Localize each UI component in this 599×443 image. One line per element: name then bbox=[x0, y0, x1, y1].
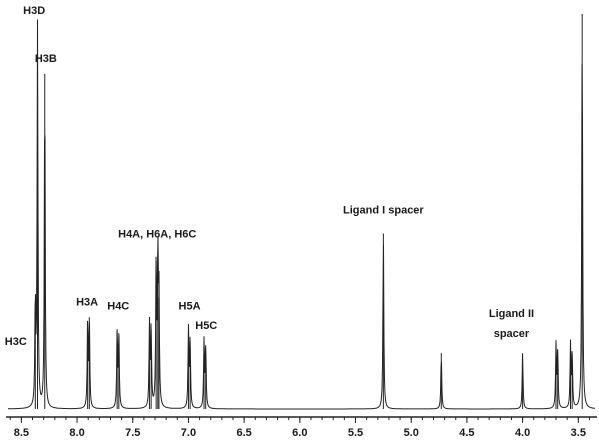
peak-annotation: spacer bbox=[494, 328, 530, 340]
peak-annotation: H5A bbox=[179, 300, 201, 312]
x-tick-label: 3.5 bbox=[571, 427, 586, 439]
x-tick-label: 7.5 bbox=[125, 427, 140, 439]
peak-annotation: Ligand I spacer bbox=[343, 204, 424, 216]
peak-annotation-layer: H3D H3B H3A H4C H4A, H6A, H6C H5A H5C H3C Ligand… bbox=[5, 5, 534, 348]
peak-annotation: H3B bbox=[35, 53, 57, 65]
x-axis: 8.5 8.0 7.5 7.0 6.5 6.0 5.5 5.0 4.5 4.0 3.5 bbox=[6, 416, 597, 439]
x-tick-label: 5.5 bbox=[348, 427, 363, 439]
x-tick-label: 7.0 bbox=[181, 427, 196, 439]
peak-annotation: H3A bbox=[76, 296, 98, 308]
spectrum-trace bbox=[8, 19, 595, 410]
peak-annotation: H3D bbox=[23, 5, 45, 17]
x-tick-label: 6.0 bbox=[292, 427, 307, 439]
peak-annotation: H4A, H6A, H6C bbox=[118, 228, 196, 240]
x-tick-label: 8.0 bbox=[69, 427, 84, 439]
x-tick-label: 5.0 bbox=[404, 427, 419, 439]
spectrum-trace-layer bbox=[8, 13, 595, 410]
x-tick-label: 6.5 bbox=[236, 427, 251, 439]
x-tick-label: 4.0 bbox=[515, 427, 530, 439]
x-tick-label: 8.5 bbox=[14, 427, 29, 439]
peak-annotation: H3C bbox=[5, 336, 27, 348]
peak-annotation: H4C bbox=[107, 300, 129, 312]
peak-annotation: H5C bbox=[195, 320, 217, 332]
x-tick-label: 4.5 bbox=[459, 427, 474, 439]
peak-annotation: Ligand II bbox=[489, 308, 534, 320]
